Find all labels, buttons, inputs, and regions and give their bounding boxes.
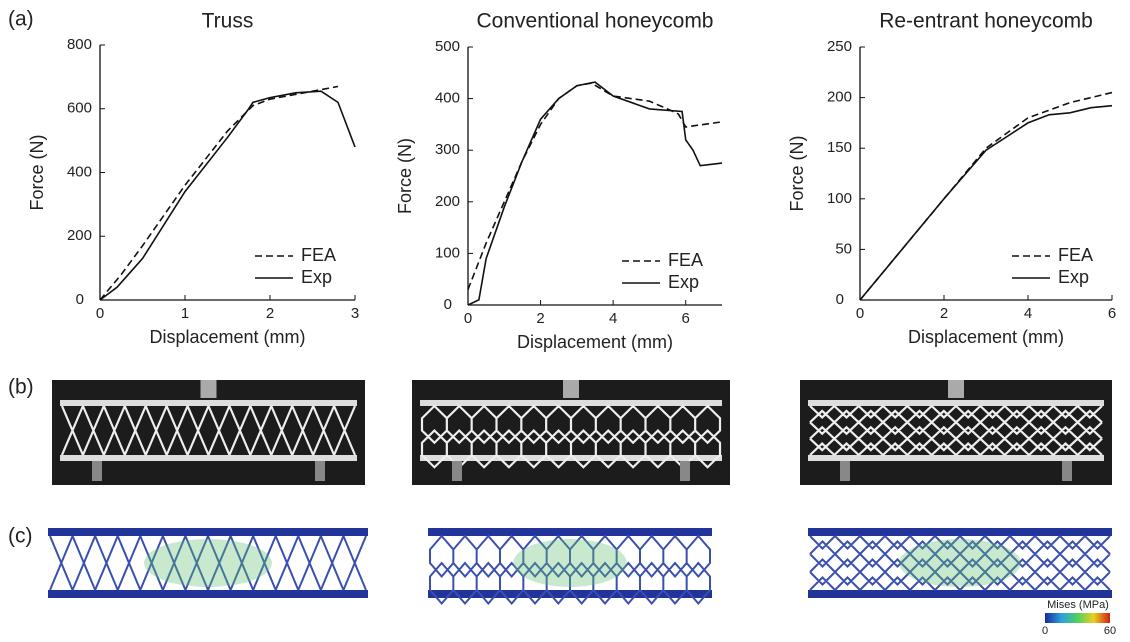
chart-title: Conventional honeycomb [477,10,714,33]
y-tick-label: 150 [827,139,852,156]
x-tick-label: 0 [96,305,104,322]
lattice [420,404,722,469]
support [840,461,850,481]
panel-label: (c) [8,525,33,548]
stress-zone [144,539,272,587]
line [99,85,339,301]
y-tick-label: 250 [827,38,852,55]
lattice [49,535,367,591]
legend-label: FEA [301,245,336,265]
y-axis-label: Force (N) [395,138,415,214]
support [1062,461,1072,481]
fea-sheet [48,590,368,598]
y-axis-label: Force (N) [787,136,807,212]
x-tick-label: 2 [940,305,948,322]
x-tick-label: 6 [682,310,690,327]
colorbar-title: Mises (MPa) [1047,599,1109,611]
line [467,81,723,306]
x-tick-label: 6 [1108,305,1116,322]
y-tick-label: 400 [67,163,92,180]
x-axis-label: Displacement (mm) [908,327,1064,347]
colorbar [1045,613,1110,623]
colorbar-tick-label: 0 [1042,625,1048,637]
face-sheet [60,455,357,461]
y-tick-label: 200 [67,227,92,244]
chart-title: Re-entrant honeycomb [879,10,1093,33]
chart-title: Truss [202,10,254,33]
y-axis-label: Force (N) [27,135,47,211]
x-tick-label: 1 [181,305,189,322]
x-tick-label: 4 [609,310,617,327]
face-sheet [808,455,1104,461]
line [859,104,1113,301]
legend-label: FEA [668,250,703,270]
x-axis-label: Displacement (mm) [517,332,673,352]
face-sheet [420,400,722,406]
colorbar-tick-label: 60 [1104,625,1116,637]
support [315,461,325,481]
legend-label: FEA [1058,245,1093,265]
fea-sheet [428,590,712,598]
y-tick-label: 0 [444,296,452,313]
face-sheet [420,455,722,461]
face-sheet [808,400,1104,406]
y-tick-label: 600 [67,100,92,117]
support [200,380,217,398]
fea-sheet [808,528,1112,536]
x-tick-label: 3 [351,305,359,322]
lattice [60,405,357,456]
x-tick-label: 0 [856,305,864,322]
y-tick-label: 500 [435,38,460,55]
legend-label: Exp [301,267,332,287]
x-tick-label: 2 [536,310,544,327]
panel-label: (a) [8,8,34,31]
y-tick-label: 800 [67,36,92,53]
y-tick-label: 0 [836,291,844,308]
line [99,90,356,301]
fea-sheet [808,590,1112,598]
x-tick-label: 0 [464,310,472,327]
x-tick-label: 4 [1024,305,1032,322]
fea-sheet [428,528,712,536]
y-tick-label: 300 [435,141,460,158]
y-tick-label: 200 [435,193,460,210]
y-tick-label: 100 [827,190,852,207]
support [563,380,579,398]
support [680,461,690,481]
support [92,461,102,481]
legend-label: Exp [668,272,699,292]
x-tick-label: 2 [266,305,274,322]
y-tick-label: 0 [76,291,84,308]
legend-label: Exp [1058,267,1089,287]
y-tick-label: 100 [435,244,460,261]
x-axis-label: Displacement (mm) [149,327,305,347]
y-tick-label: 50 [835,240,852,257]
y-tick-label: 400 [435,90,460,107]
support [452,461,462,481]
lattice [429,534,711,606]
support [948,380,964,398]
lattice [809,535,1111,591]
lattice [809,405,1103,456]
y-tick-label: 200 [827,89,852,106]
stress-zone [899,539,1021,587]
fea-sheet [48,528,368,536]
face-sheet [60,400,357,406]
stress-zone [513,539,627,587]
panel-label: (b) [8,376,34,399]
